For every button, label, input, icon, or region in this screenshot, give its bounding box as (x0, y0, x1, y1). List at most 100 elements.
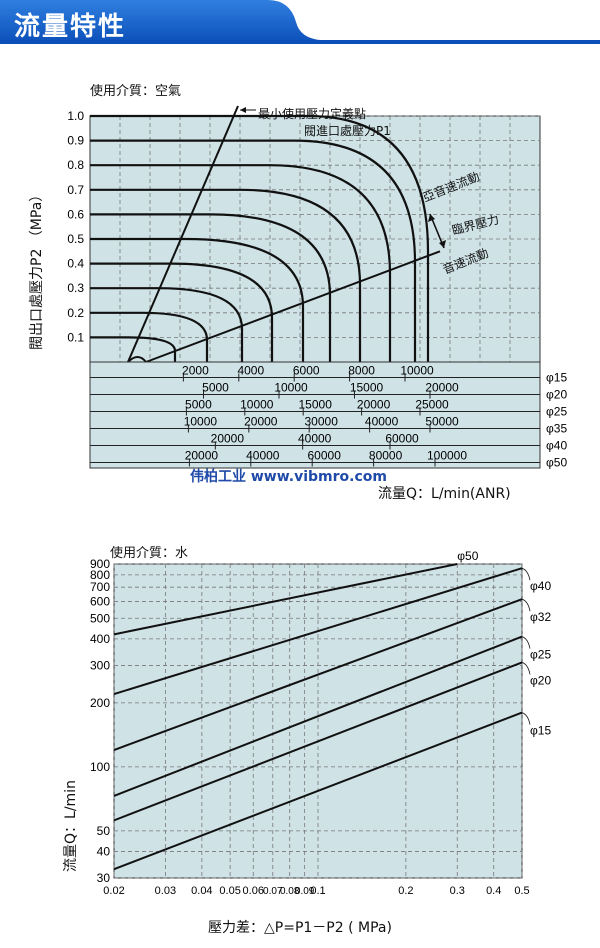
air-scale-tick-label: 20000 (185, 449, 219, 463)
water-series-line (113, 567, 523, 696)
air-scale-tick-label: 25000 (415, 398, 449, 412)
water-x-tick-label: 0.09 (295, 886, 315, 897)
air-inlet-pressure-curve (90, 237, 305, 362)
air-scale-size-label: φ35 (546, 422, 567, 436)
air-origin-arc (127, 356, 147, 363)
air-scale-tick-label: 80000 (369, 449, 403, 463)
water-series-label: φ20 (530, 673, 551, 687)
water-y-tick-label: 200 (90, 696, 110, 710)
water-x-tick-label: 0.03 (155, 885, 176, 897)
air-scale-size-label: φ50 (546, 456, 567, 470)
water-series-line (113, 598, 523, 751)
water-series-label: φ32 (530, 610, 551, 624)
air-flow-chart: 0.1 0.2 0.3 0.4 0.5 0.6 0.7 0.8 0.9 1.0 φ15 2000 40… (67, 105, 567, 470)
air-scale-tick-label: 20000 (244, 415, 278, 429)
air-scale-tick-label: 20000 (425, 381, 459, 395)
title-banner: 流量特性 (0, 0, 600, 46)
water-series-label: φ40 (530, 579, 551, 593)
water-series-label: φ50 (457, 549, 478, 563)
air-scale-tick-label: 100000 (427, 449, 467, 463)
water-y-tick-label: 400 (90, 632, 110, 646)
water-series-label: φ25 (530, 648, 551, 662)
air-y-tick-label: 0.8 (67, 158, 84, 172)
water-y-tick-label: 300 (90, 658, 110, 672)
critical-arrow-up (428, 214, 435, 222)
air-y-tick-label: 0.5 (67, 232, 84, 246)
water-y-tick-label: 900 (90, 557, 110, 571)
page-title: 流量特性 (14, 12, 127, 42)
air-scale-tick-label: 15000 (350, 381, 384, 395)
air-scale-tick-label: 20000 (211, 432, 245, 446)
water-x-tick-label: 0.05 (219, 885, 240, 897)
air-scale-tick-label: 10000 (274, 381, 308, 395)
air-x-axis-label: 流量Q：L/min(ANR) (378, 486, 511, 502)
banner-shape (0, 0, 600, 44)
air-inlet-pressure-curve (90, 262, 274, 362)
water-series-line (113, 635, 523, 797)
water-series-leader (521, 662, 531, 675)
air-y-tick-label: 0.4 (67, 257, 84, 271)
water-y-tick-label: 800 (90, 568, 110, 582)
water-medium-label: 使用介質：水 (110, 546, 189, 561)
air-inlet-pressure-curve (90, 213, 332, 362)
air-scale-tick-label: 40000 (246, 449, 280, 463)
water-y-tick-label: 700 (90, 580, 110, 594)
water-y-axis-label: 流量Q：L/min (63, 780, 79, 872)
water-series-line (113, 563, 458, 636)
air-scale-tick-label: 10000 (240, 398, 274, 412)
air-scale-tick-label: 50000 (425, 415, 459, 429)
water-y-tick-label: 50 (97, 824, 111, 838)
air-y-tick-label: 0.2 (67, 306, 84, 320)
watermark-text: 伟柏工业 www.vibmro.com (190, 469, 387, 485)
water-y-tick-label: 500 (90, 611, 110, 625)
water-x-axis-label: 壓力差：△P=P1－P2 ( MPa) (208, 920, 392, 936)
air-scale-size-label: φ15 (546, 371, 567, 385)
air-scale-tick-label: 10000 (184, 415, 218, 429)
air-scale-tick-label: 2000 (182, 364, 209, 378)
water-x-tick-label: 0.02 (103, 885, 124, 897)
air-inlet-pressure-curve (90, 188, 362, 362)
air-scale-tick-label: 4000 (237, 364, 264, 378)
air-min-pressure-line (127, 105, 239, 363)
air-scale-size-label: φ25 (546, 405, 567, 419)
air-scale-tick-label: 5000 (185, 398, 212, 412)
water-flow-chart: 0.02 0.03 0.04 0.05 0.06 0.070.080.090.1 0.2 0.… (90, 549, 551, 897)
air-y-tick-label: 0.1 (67, 330, 84, 344)
air-scale-tick-label: 40000 (365, 415, 399, 429)
air-inlet-pressure-curve (90, 139, 417, 362)
min-pressure-arrowhead (240, 107, 246, 113)
air-y-tick-label: 0.6 (67, 207, 84, 221)
air-y-tick-label: 0.3 (67, 281, 84, 295)
air-scale-tick-label: 30000 (305, 415, 339, 429)
water-x-tick-label: 0.2 (398, 885, 413, 897)
inlet-pressure-label: 閥進口處壓力P1 (304, 124, 391, 138)
water-x-tick-label: 0.08 (280, 886, 300, 897)
air-critical-pressure-line (145, 250, 441, 363)
air-scale-tick-label: 60000 (308, 449, 342, 463)
air-scale-tick-label: 15000 (299, 398, 333, 412)
air-y-tick-label: 0.9 (67, 134, 84, 148)
water-y-tick-label: 40 (97, 844, 111, 858)
water-x-tick-label: 0.5 (514, 885, 529, 897)
water-x-tick-label: 0.06 (243, 885, 264, 897)
water-y-tick-label: 100 (90, 760, 110, 774)
water-x-tick-label: 0.3 (450, 885, 465, 897)
water-series-leader (521, 712, 531, 725)
water-series-leader (521, 636, 531, 649)
air-scale-size-label: φ20 (546, 388, 567, 402)
water-series-line (113, 661, 523, 822)
air-y-tick-label: 0.7 (67, 183, 84, 197)
air-scale-tick-label: 10000 (400, 364, 434, 378)
air-scale-tick-label: 60000 (385, 432, 419, 446)
min-pressure-label: 最小使用壓力定義點 (258, 107, 367, 121)
air-scale-tick-label: 8000 (348, 364, 375, 378)
water-x-tick-label: 0.07 (263, 886, 283, 897)
air-scale-tick-label: 40000 (298, 432, 332, 446)
water-series-line (113, 711, 523, 871)
water-y-tick-label: 600 (90, 594, 110, 608)
water-x-tick-label: 0.4 (486, 885, 501, 897)
air-scale-tick-label: 6000 (293, 364, 320, 378)
air-y-tick-label: 1.0 (67, 109, 84, 123)
air-y-axis-label: 閥出口處壓力P2 （MPa） (29, 187, 45, 350)
air-scale-area (89, 361, 541, 469)
